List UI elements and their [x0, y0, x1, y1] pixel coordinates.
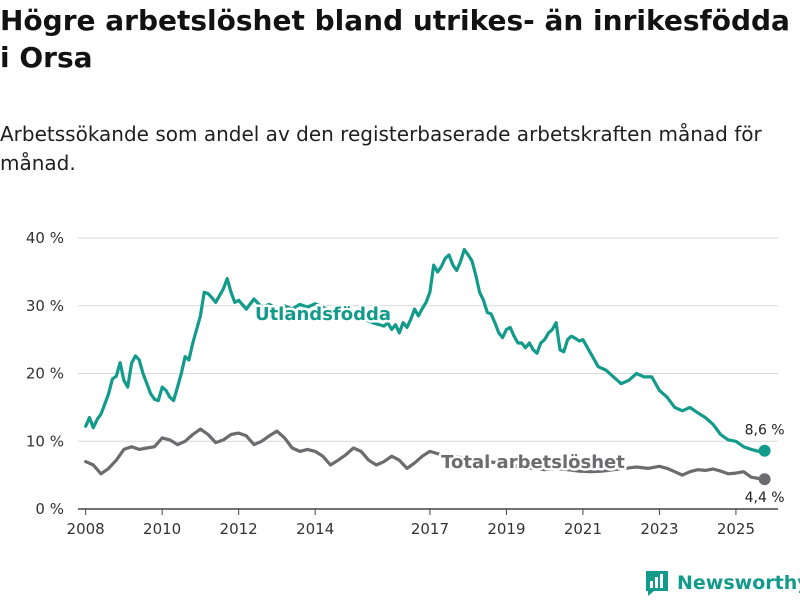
- x-tick-label: 2014: [296, 520, 334, 538]
- x-tick-label: 2023: [640, 520, 678, 538]
- series-lines: [84, 247, 771, 486]
- chart-subtitle: Arbetssökande som andel av den registerb…: [0, 122, 762, 175]
- series-label-foreign-born: Utlandsfödda: [255, 304, 391, 325]
- y-axis-ticks: 0 % 10 % 20 % 30 % 40 %: [26, 229, 64, 518]
- end-point-total: [758, 473, 771, 486]
- end-label-foreign-born: 8,6 %: [745, 423, 785, 439]
- series-labels: Utlandsfödda Total arbetslöshet 8,6 % 4,4 %: [252, 302, 785, 507]
- x-tick-label: 2017: [411, 520, 449, 538]
- y-tick-label: 0 %: [35, 500, 64, 518]
- x-tick-label: 2021: [564, 520, 602, 538]
- newsworthy-icon: [646, 571, 668, 596]
- y-tick-label: 40 %: [26, 229, 64, 247]
- x-tick-label: 2012: [220, 520, 258, 538]
- gridlines: [78, 237, 778, 510]
- x-tick-label: 2025: [717, 520, 755, 538]
- brand-name: Newsworthy: [677, 572, 800, 594]
- newsworthy-logo: Newsworthy: [644, 567, 800, 599]
- chart-title: Högre arbetslöshet bland utrikes- än inr…: [0, 4, 790, 74]
- x-tick-label: 2008: [67, 520, 105, 538]
- x-axis-ticks: 2008 2010 2012 2014 2017 2019 2021 2023 2025: [67, 509, 755, 538]
- series-line-foreign-born: [84, 247, 767, 453]
- end-point-foreign-born: [758, 444, 771, 457]
- end-label-total: 4,4 %: [745, 490, 785, 506]
- x-tick-label: 2010: [143, 520, 181, 538]
- series-label-total: Total arbetslöshet: [441, 452, 625, 473]
- y-tick-label: 20 %: [26, 365, 64, 383]
- y-tick-label: 10 %: [26, 432, 64, 450]
- series-line-total: [84, 427, 767, 481]
- x-tick-label: 2019: [487, 520, 525, 538]
- y-tick-label: 30 %: [26, 297, 64, 315]
